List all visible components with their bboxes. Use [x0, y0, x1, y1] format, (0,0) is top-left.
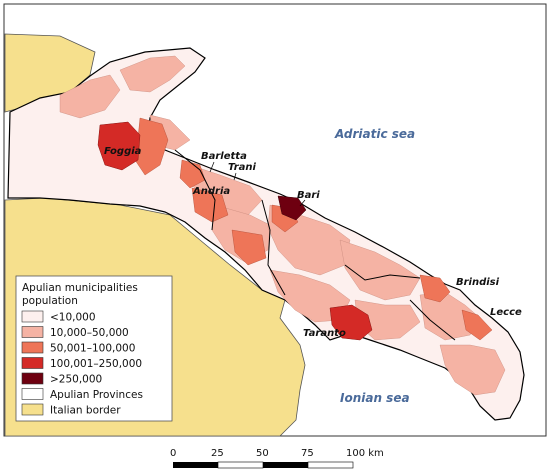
scale-tick-50: 50: [256, 448, 269, 459]
province-borders: [174, 149, 456, 341]
city-label-brindisi: Brindisi: [456, 277, 500, 288]
legend-title-line2: population: [22, 295, 78, 307]
legend-label-0: <10,000: [50, 312, 96, 324]
ionian-sea-label: Ionian sea: [340, 391, 410, 405]
foggia-municipality: [97, 121, 141, 171]
legend-label-2: 50,001–100,000: [50, 343, 135, 355]
legend: Apulian municipalities population <10,00…: [15, 275, 173, 422]
legend-swatch-1: [21, 326, 44, 338]
legend-swatch-4: [21, 372, 44, 385]
taranto-municipality: [329, 304, 373, 341]
scale-tick-0: 0: [170, 448, 176, 459]
scale-tick-75: 75: [301, 448, 314, 459]
city-label-lecce: Lecce: [490, 307, 522, 318]
city-label-trani: Trani: [228, 162, 257, 173]
legend-swatch-2: [21, 341, 44, 354]
legend-label-3: 100,001–250,000: [50, 358, 142, 370]
legend-swatch-3: [21, 357, 44, 369]
legend-label-6: Italian border: [50, 405, 121, 417]
bari-municipality: [277, 195, 307, 221]
city-label-foggia: Foggia: [104, 146, 142, 157]
scale-tick-100: 100 km: [346, 448, 384, 459]
scale-bar: 0 25 50 75 100 km: [170, 448, 384, 469]
legend-title-line1: Apulian municipalities: [22, 282, 138, 294]
legend-swatch-6: [21, 403, 44, 416]
city-label-taranto: Taranto: [303, 328, 346, 339]
legend-label-5: Apulian Provinces: [50, 389, 143, 401]
city-label-bari: Bari: [297, 190, 320, 201]
legend-label-1: 10,000–50,000: [50, 327, 129, 339]
city-label-andria: Andria: [192, 186, 230, 197]
scale-tick-25: 25: [211, 448, 224, 459]
legend-swatch-5: [21, 388, 44, 400]
adriatic-sea-label: Adriatic sea: [334, 127, 415, 141]
legend-swatch-0: [21, 310, 44, 323]
city-label-barletta: Barletta: [201, 151, 247, 162]
city-leader-lines: [209, 161, 306, 207]
legend-label-4: >250,000: [50, 374, 102, 386]
